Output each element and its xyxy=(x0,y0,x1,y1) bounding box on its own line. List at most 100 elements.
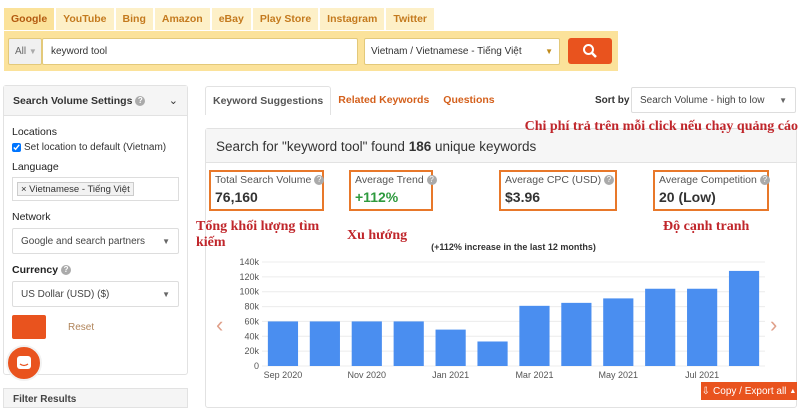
tab-bing[interactable]: Bing xyxy=(115,8,153,30)
results-summary: Search for "keyword tool" found 186 uniq… xyxy=(206,129,796,163)
summary-suffix: unique keywords xyxy=(431,139,537,154)
stat-total-search-volume: Total Search Volume ? 76,160 xyxy=(209,170,325,211)
help-icon: ? xyxy=(759,175,770,186)
bar xyxy=(435,329,466,366)
stat-title: Total Search Volume xyxy=(215,174,312,186)
result-tabs: Keyword Suggestions Related Keywords Que… xyxy=(205,86,502,115)
currency-label-text: Currency xyxy=(12,264,59,276)
y-tick-label: 40k xyxy=(244,331,259,341)
stat-value: $3.96 xyxy=(505,189,541,205)
stat-value: 76,160 xyxy=(215,189,258,205)
summary-prefix: Search for "keyword tool" found xyxy=(216,139,409,154)
x-tick-label: Mar 2021 xyxy=(515,370,553,380)
help-icon: ? xyxy=(61,265,72,276)
stat-value: +112% xyxy=(355,189,399,205)
chart-next-arrow[interactable]: › xyxy=(770,312,778,337)
export-icon: ⇩ xyxy=(701,385,711,397)
bar xyxy=(393,321,424,366)
tab-youtube[interactable]: YouTube xyxy=(56,8,114,30)
bar xyxy=(687,288,718,366)
location-value: Vietnam / Vietnamese - Tiếng Việt xyxy=(371,46,522,57)
tab-ebay[interactable]: eBay xyxy=(211,8,251,30)
tab-related-keywords[interactable]: Related Keywords xyxy=(338,94,430,106)
y-tick-label: 20k xyxy=(244,346,259,356)
y-tick-label: 80k xyxy=(244,302,259,312)
settings-title: Search Volume Settings xyxy=(13,94,133,107)
bar xyxy=(351,321,382,366)
bar xyxy=(519,305,550,366)
language-label: Language xyxy=(12,161,59,173)
x-tick-label: Jan 2021 xyxy=(432,370,469,380)
bar xyxy=(477,341,508,366)
tab-instagram[interactable]: Instagram xyxy=(320,8,385,30)
keyword-value: keyword tool xyxy=(51,46,108,57)
tab-google[interactable]: Google xyxy=(4,8,55,30)
annotation-cpc: Chi phí trả trên mỗi click nếu chạy quản… xyxy=(524,119,798,134)
caret-down-icon: ▼ xyxy=(545,47,553,56)
currency-label: Currency ? xyxy=(12,264,179,276)
filter-results-header[interactable]: Filter Results xyxy=(3,388,188,408)
sort-select[interactable]: Search Volume - high to low ▼ xyxy=(631,87,796,113)
chart-title: (+112% increase in the last 12 months) xyxy=(431,242,596,252)
y-tick-label: 60k xyxy=(244,316,259,326)
save-button[interactable] xyxy=(12,315,46,339)
chevron-down-icon: ⌄ xyxy=(168,95,178,107)
tab-twitter[interactable]: Twitter xyxy=(386,8,434,30)
help-icon: ? xyxy=(314,175,325,186)
caret-down-icon: ▼ xyxy=(162,236,170,246)
tab-questions[interactable]: Questions xyxy=(443,94,495,106)
settings-panel: Search Volume Settings ? ⌄ Locations Set… xyxy=(3,85,188,375)
currency-value: US Dollar (USD) ($) xyxy=(21,288,110,300)
chat-button[interactable] xyxy=(6,345,42,381)
help-icon: ? xyxy=(604,175,615,186)
bar xyxy=(267,321,299,366)
bar xyxy=(561,302,592,366)
y-tick-label: 0 xyxy=(254,361,259,371)
default-location-checkbox[interactable] xyxy=(12,143,21,152)
keyword-input[interactable]: keyword tool xyxy=(42,38,358,65)
x-tick-label: Nov 2020 xyxy=(348,370,387,380)
annotation-competition: Độ cạnh tranh xyxy=(663,219,750,234)
stat-average-competition: Average Competition ? 20 (Low) xyxy=(653,170,770,211)
caret-down-icon: ▼ xyxy=(779,95,787,105)
tab-play-store[interactable]: Play Store xyxy=(252,8,319,30)
y-tick-label: 140k xyxy=(239,257,259,267)
caret-down-icon: ▼ xyxy=(28,47,37,56)
network-value: Google and search partners xyxy=(21,235,145,247)
help-icon: ? xyxy=(135,95,146,106)
search-button[interactable] xyxy=(568,38,612,64)
caret-up-icon: ▲ xyxy=(789,387,797,395)
currency-select[interactable]: US Dollar (USD) ($) ▼ xyxy=(12,281,179,307)
bar xyxy=(603,298,634,366)
bar xyxy=(309,321,340,366)
tab-keyword-suggestions[interactable]: Keyword Suggestions xyxy=(205,86,332,115)
scope-select[interactable]: All ▼ xyxy=(8,38,42,65)
copy-export-button[interactable]: ⇩ Copy / Export all ▲ xyxy=(701,382,797,400)
help-icon: ? xyxy=(426,175,437,186)
stat-average-cpc: Average CPC (USD) ? $3.96 xyxy=(499,170,617,211)
settings-header[interactable]: Search Volume Settings ? ⌄ xyxy=(4,86,187,116)
x-tick-label: Jul 2021 xyxy=(685,370,719,380)
network-label: Network xyxy=(12,211,51,223)
search-icon xyxy=(583,44,597,58)
caret-down-icon: ▼ xyxy=(162,289,170,299)
stat-value: 20 (Low) xyxy=(659,189,716,205)
stat-title: Average CPC (USD) xyxy=(505,174,602,186)
tab-amazon[interactable]: Amazon xyxy=(154,8,210,30)
language-tag[interactable]: × Vietnamese - Tiếng Việt xyxy=(17,182,134,196)
stat-title: Average Trend xyxy=(355,174,424,186)
sort-value: Search Volume - high to low xyxy=(640,94,765,106)
y-tick-label: 100k xyxy=(239,287,259,297)
chart-prev-arrow[interactable]: ‹ xyxy=(216,312,224,337)
engine-tabs: Google YouTube Bing Amazon eBay Play Sto… xyxy=(4,8,436,30)
keyword-count: 186 xyxy=(408,139,432,154)
x-tick-label: Sep 2020 xyxy=(264,370,303,380)
bar xyxy=(728,270,760,366)
annotation-trend: Xu hướng xyxy=(347,228,408,243)
annotation-volume: Tổng khối lượng tìm kiếm xyxy=(196,219,320,250)
network-select[interactable]: Google and search partners ▼ xyxy=(12,228,179,254)
bar xyxy=(645,288,676,366)
location-select[interactable]: Vietnam / Vietnamese - Tiếng Việt ▼ xyxy=(364,38,560,65)
locations-label: Locations xyxy=(12,126,57,138)
reset-link[interactable]: Reset xyxy=(68,321,95,333)
